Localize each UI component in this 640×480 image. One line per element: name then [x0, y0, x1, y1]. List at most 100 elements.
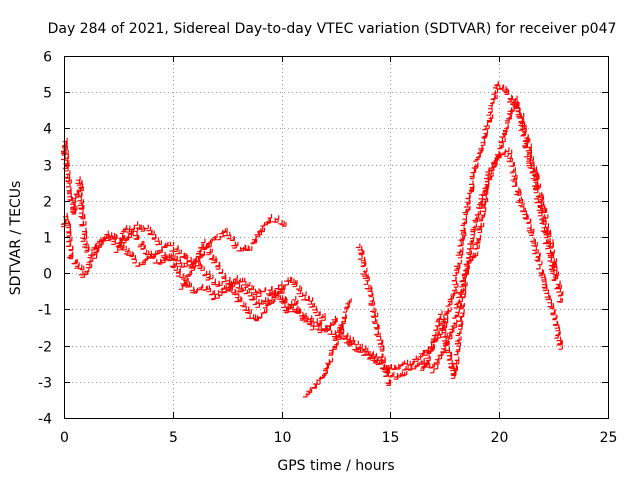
data-point — [547, 298, 552, 304]
data-point — [112, 233, 117, 239]
data-point — [439, 319, 445, 325]
data-point — [430, 345, 435, 350]
data-point — [475, 244, 480, 250]
data-point — [524, 215, 529, 220]
data-point — [326, 322, 332, 327]
data-point — [245, 308, 250, 314]
data-point — [383, 368, 388, 373]
data-point — [372, 319, 378, 324]
data-point — [445, 348, 450, 354]
y-axis-label: SDTVAR / TECUs — [8, 181, 24, 296]
y-tick-label: -1 — [38, 303, 52, 319]
data-point — [277, 281, 283, 286]
data-point — [454, 269, 460, 274]
data-point — [516, 112, 521, 118]
data-point — [447, 334, 453, 340]
data-point — [215, 262, 220, 268]
data-point — [467, 250, 472, 255]
data-point — [370, 312, 376, 317]
data-point — [436, 315, 442, 320]
data-point — [65, 221, 70, 226]
data-point — [278, 219, 283, 225]
data-point — [307, 320, 313, 325]
data-point — [211, 295, 216, 301]
data-point — [542, 283, 547, 288]
data-point — [454, 359, 460, 365]
data-point — [128, 251, 133, 256]
data-point — [451, 276, 457, 282]
data-point — [462, 215, 467, 220]
data-point — [550, 310, 556, 316]
data-point — [361, 345, 367, 350]
data-point — [484, 177, 490, 182]
data-point — [452, 276, 457, 282]
data-point — [363, 280, 369, 285]
data-point — [522, 210, 527, 216]
data-point — [447, 351, 453, 357]
data-point — [433, 364, 439, 370]
y-tick-label: 6 — [43, 50, 52, 66]
data-point — [274, 218, 279, 223]
data-point — [302, 314, 307, 320]
data-point — [198, 284, 204, 289]
data-point — [469, 183, 475, 189]
data-point — [169, 247, 175, 252]
data-point — [540, 227, 546, 232]
data-point — [523, 143, 529, 149]
data-point — [154, 237, 159, 242]
data-point — [506, 114, 511, 120]
data-point — [328, 357, 334, 363]
data-point — [537, 202, 542, 208]
data-point — [205, 243, 210, 249]
data-point — [533, 242, 538, 247]
data-point — [520, 131, 525, 137]
data-point — [529, 231, 534, 236]
data-point — [237, 297, 243, 303]
data-point — [457, 329, 462, 335]
data-point — [63, 141, 68, 147]
data-point — [461, 277, 466, 282]
data-point — [316, 380, 321, 385]
data-point — [190, 262, 196, 268]
data-point — [454, 356, 460, 361]
data-point — [497, 153, 502, 159]
data-point — [538, 193, 544, 199]
data-point — [118, 234, 124, 239]
data-point — [253, 315, 259, 320]
data-point — [104, 230, 109, 236]
data-point — [461, 281, 466, 286]
y-tick-label: -4 — [38, 412, 52, 428]
data-point — [235, 283, 241, 289]
data-point — [450, 322, 456, 327]
data-point — [129, 252, 135, 258]
data-point — [525, 146, 531, 152]
data-point — [64, 219, 69, 224]
data-point — [477, 228, 483, 234]
data-point — [63, 146, 68, 151]
data-point — [321, 316, 326, 321]
data-point — [526, 219, 531, 224]
data-point — [495, 151, 501, 157]
data-point — [482, 195, 487, 200]
data-point — [452, 364, 457, 370]
data-point — [373, 359, 378, 364]
data-point — [221, 273, 226, 278]
data-point — [464, 270, 470, 275]
data-point — [260, 222, 266, 227]
data-point — [310, 302, 315, 308]
data-point — [335, 332, 341, 337]
data-point — [327, 330, 333, 335]
data-point — [79, 265, 85, 271]
data-point — [463, 282, 468, 287]
data-point — [526, 161, 532, 167]
x-tick-label: 5 — [169, 430, 178, 446]
data-point — [546, 295, 551, 300]
data-point — [502, 87, 508, 93]
data-point — [305, 296, 310, 301]
data-point — [306, 387, 311, 392]
data-point — [542, 286, 548, 291]
x-tick-label: 20 — [491, 430, 509, 446]
data-point — [233, 275, 238, 280]
data-point — [210, 290, 215, 295]
data-point — [309, 325, 315, 331]
